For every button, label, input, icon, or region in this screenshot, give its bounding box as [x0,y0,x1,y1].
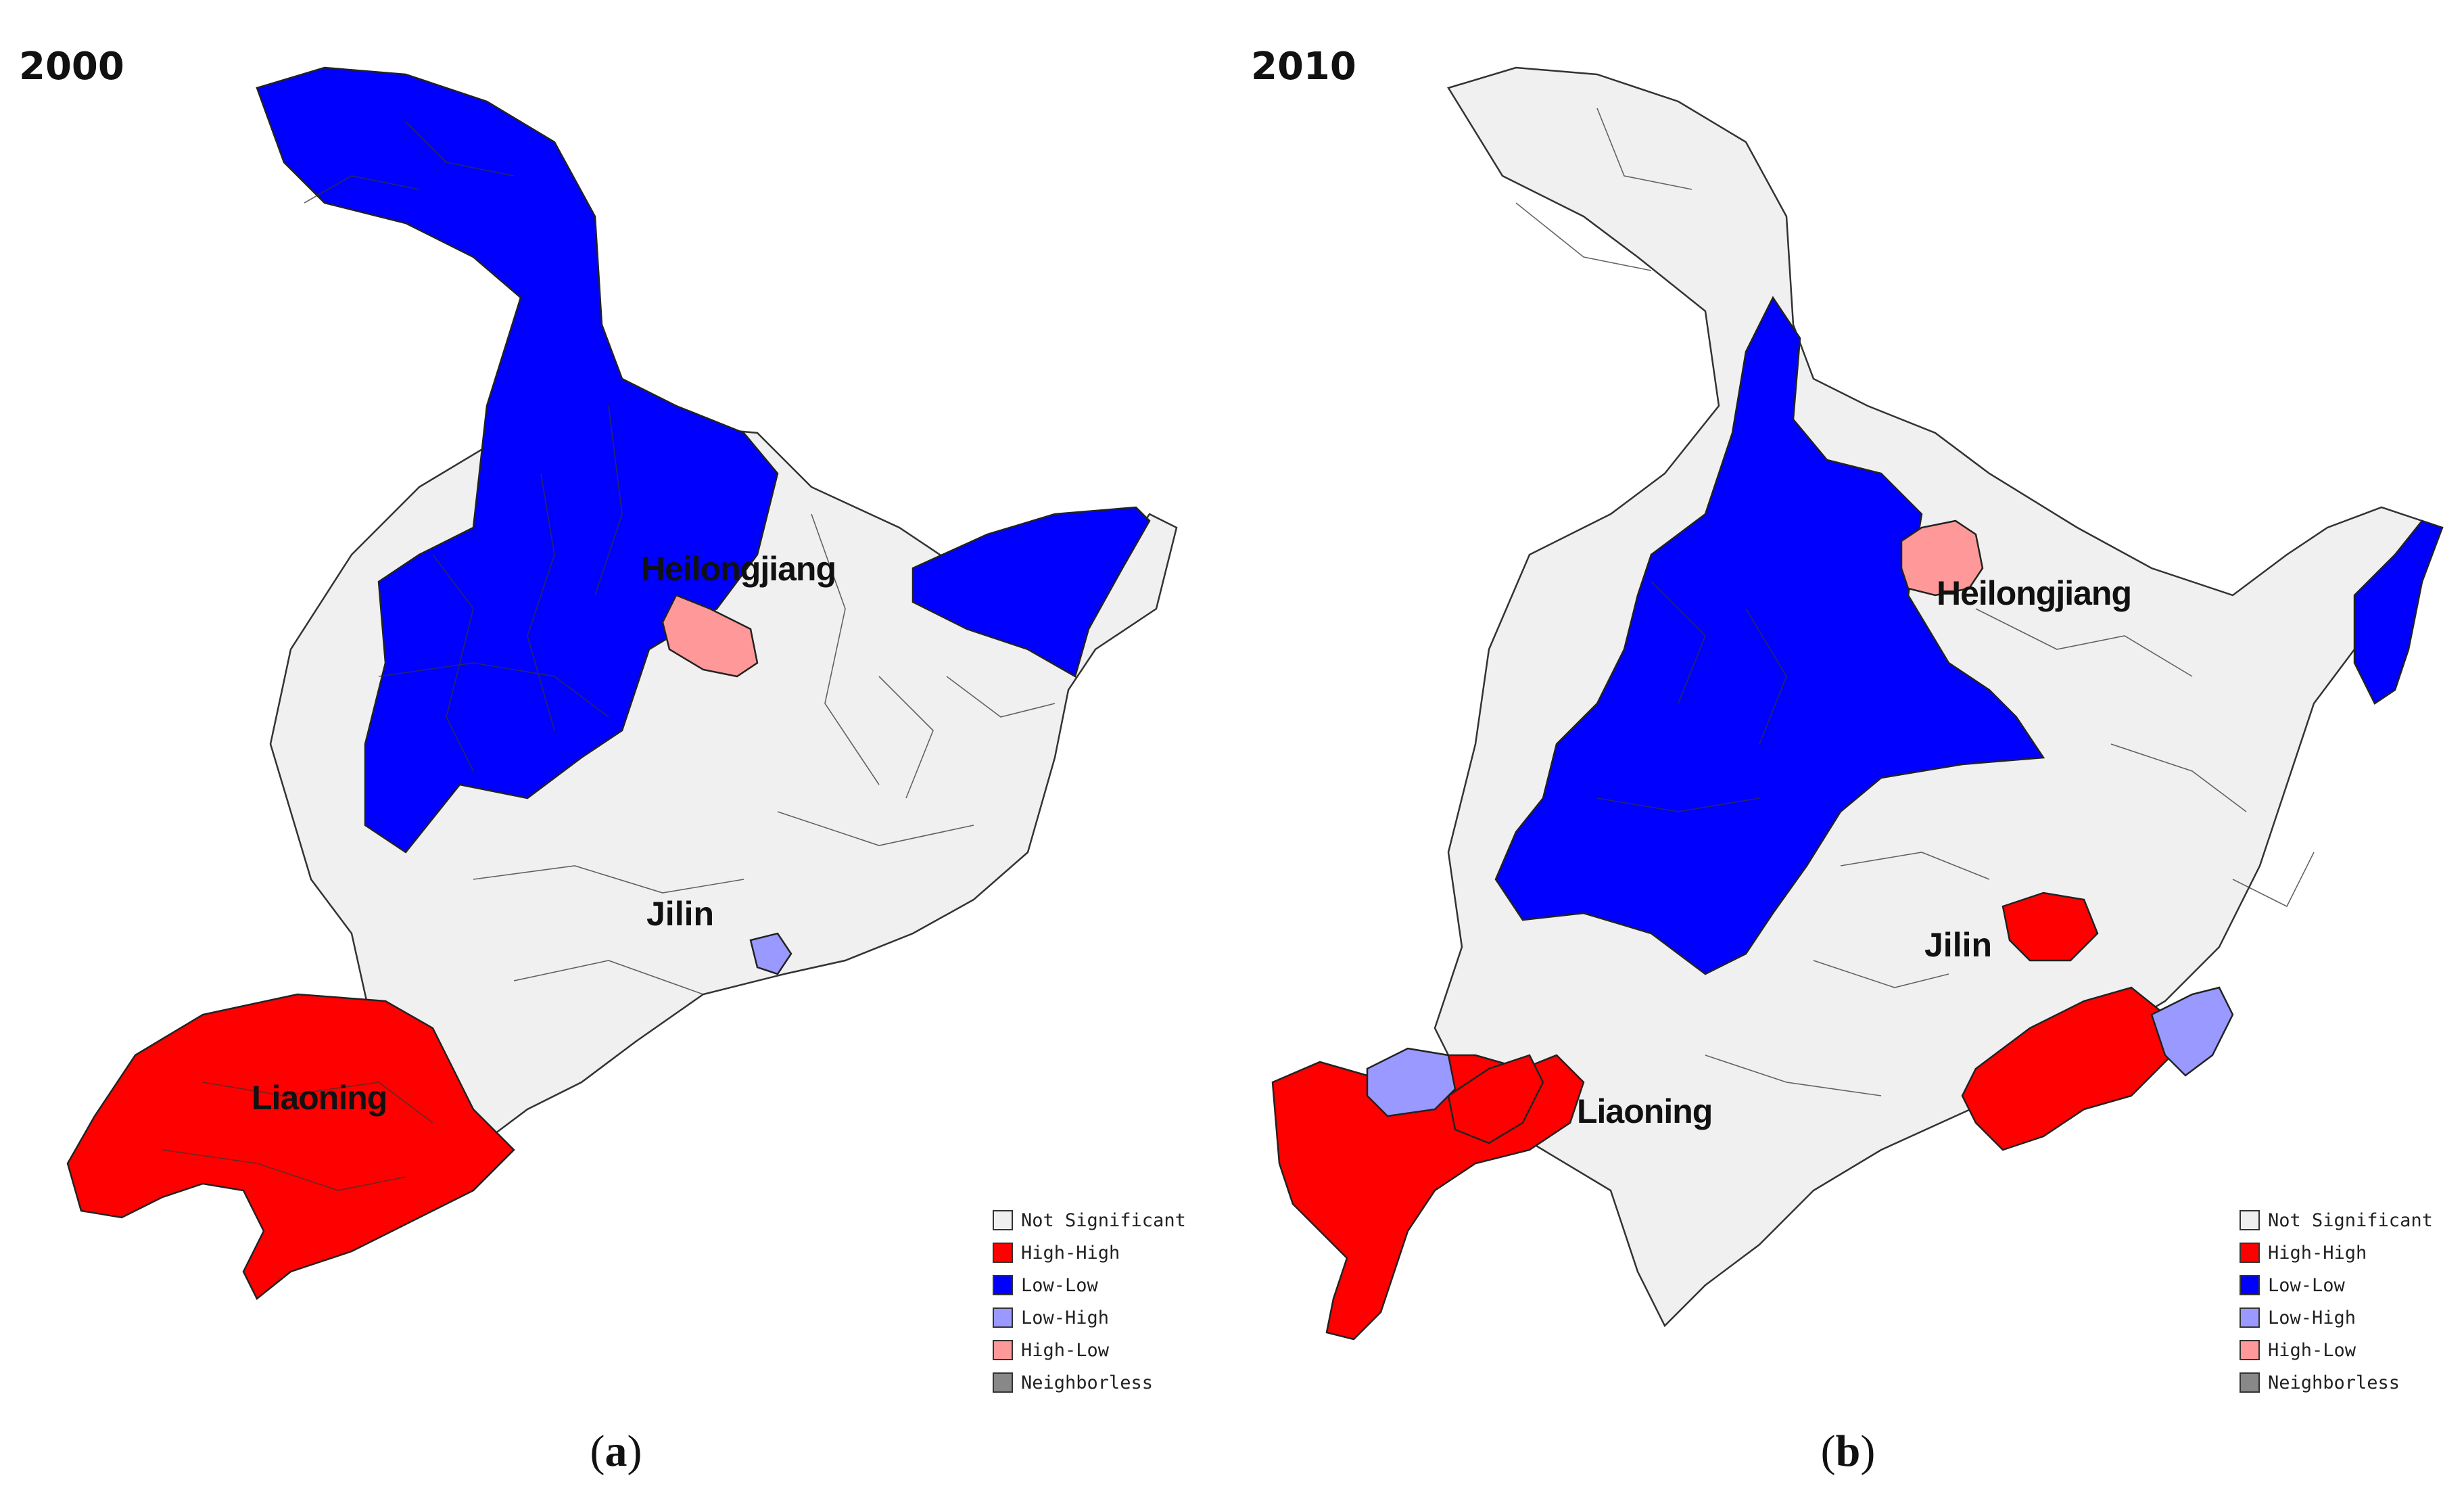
legend: Not Significant High-High Low-Low Low-Hi… [2240,1204,2433,1399]
legend-item-low-low: Low-Low [993,1269,1186,1301]
legend-swatch [2240,1340,2260,1360]
legend-label: Low-Low [2268,1274,2345,1296]
region-low-high [1366,1047,1456,1117]
province-label-heilongjiang: Heilongjiang [641,550,836,588]
panel-caption: (b) [1820,1427,1876,1476]
legend-item-low-high: Low-High [2240,1301,2433,1334]
region-low-low [911,506,1151,678]
province-label-jilin: Jilin [1924,926,1993,964]
region-high-high [2001,892,2099,962]
legend-item-not-significant: Not Significant [2240,1204,2433,1236]
legend-swatch [2240,1243,2260,1263]
region-low-low [2353,519,2444,705]
year-title: 2000 [19,45,124,89]
region-high-low [1900,519,1984,597]
year-title: 2010 [1251,45,1356,89]
region-low-high [2150,986,2234,1077]
legend: Not Significant High-High Low-Low Low-Hi… [993,1204,1186,1399]
legend-label: Low-Low [1021,1274,1098,1296]
legend-swatch [993,1275,1013,1295]
legend-swatch [993,1243,1013,1263]
county-boundaries [162,121,1056,1191]
region-high-high [1961,986,2173,1151]
province-label-jilin: Jilin [646,895,715,933]
caption-letter: a [605,1427,627,1476]
cluster-map-2000 [66,66,1178,1300]
legend-item-high-high: High-High [2240,1236,2433,1269]
legend-swatch [993,1307,1013,1328]
legend-item-not-significant: Not Significant [993,1204,1186,1236]
county-boundaries [1515,108,2315,1096]
legend-label: Low-High [1021,1307,1110,1328]
legend-swatch [993,1340,1013,1360]
legend-label: High-Low [1021,1339,1110,1361]
legend-item-low-low: Low-Low [2240,1269,2433,1301]
province-label-liaoning: Liaoning [252,1079,387,1117]
legend-label: Not Significant [2268,1209,2433,1231]
legend-label: High-Low [2268,1339,2356,1361]
legend-swatch [2240,1372,2260,1393]
legend-label: Not Significant [1021,1209,1186,1231]
region-low-low [256,66,779,854]
region-high-low [661,594,759,678]
legend-item-low-high: Low-High [993,1301,1186,1334]
legend-label: Neighborless [2268,1372,2400,1393]
legend-label: Low-High [2268,1307,2356,1328]
region-high-high [66,993,515,1300]
region-low-high [749,932,792,975]
legend-label: High-High [1021,1242,1120,1264]
legend-label: High-High [2268,1242,2367,1264]
cluster-map-2010 [1271,66,2444,1341]
legend-swatch [2240,1275,2260,1295]
map-panel-2000: 2000 Heilongjiang Jilin Liaoning Not Sig… [19,45,1186,1476]
legend-item-high-high: High-High [993,1236,1186,1269]
legend-swatch [993,1210,1013,1230]
legend-item-neighborless: Neighborless [993,1366,1186,1399]
legend-swatch [993,1372,1013,1393]
panel-caption: (a) [590,1427,642,1476]
map-panel-2010: 2010 Heilongjiang Jilin Liaoning Not Sig… [1232,0,2464,1505]
caption-letter: b [1835,1427,1861,1476]
province-label-liaoning: Liaoning [1577,1092,1713,1130]
legend-item-neighborless: Neighborless [2240,1366,2433,1399]
legend-item-high-low: High-Low [993,1334,1186,1366]
legend-item-high-low: High-Low [2240,1334,2433,1366]
legend-swatch [2240,1210,2260,1230]
region-high-high [1447,1054,1544,1144]
province-label-heilongjiang: Heilongjiang [1937,574,2132,612]
legend-swatch [2240,1307,2260,1328]
legend-label: Neighborless [1021,1372,1154,1393]
